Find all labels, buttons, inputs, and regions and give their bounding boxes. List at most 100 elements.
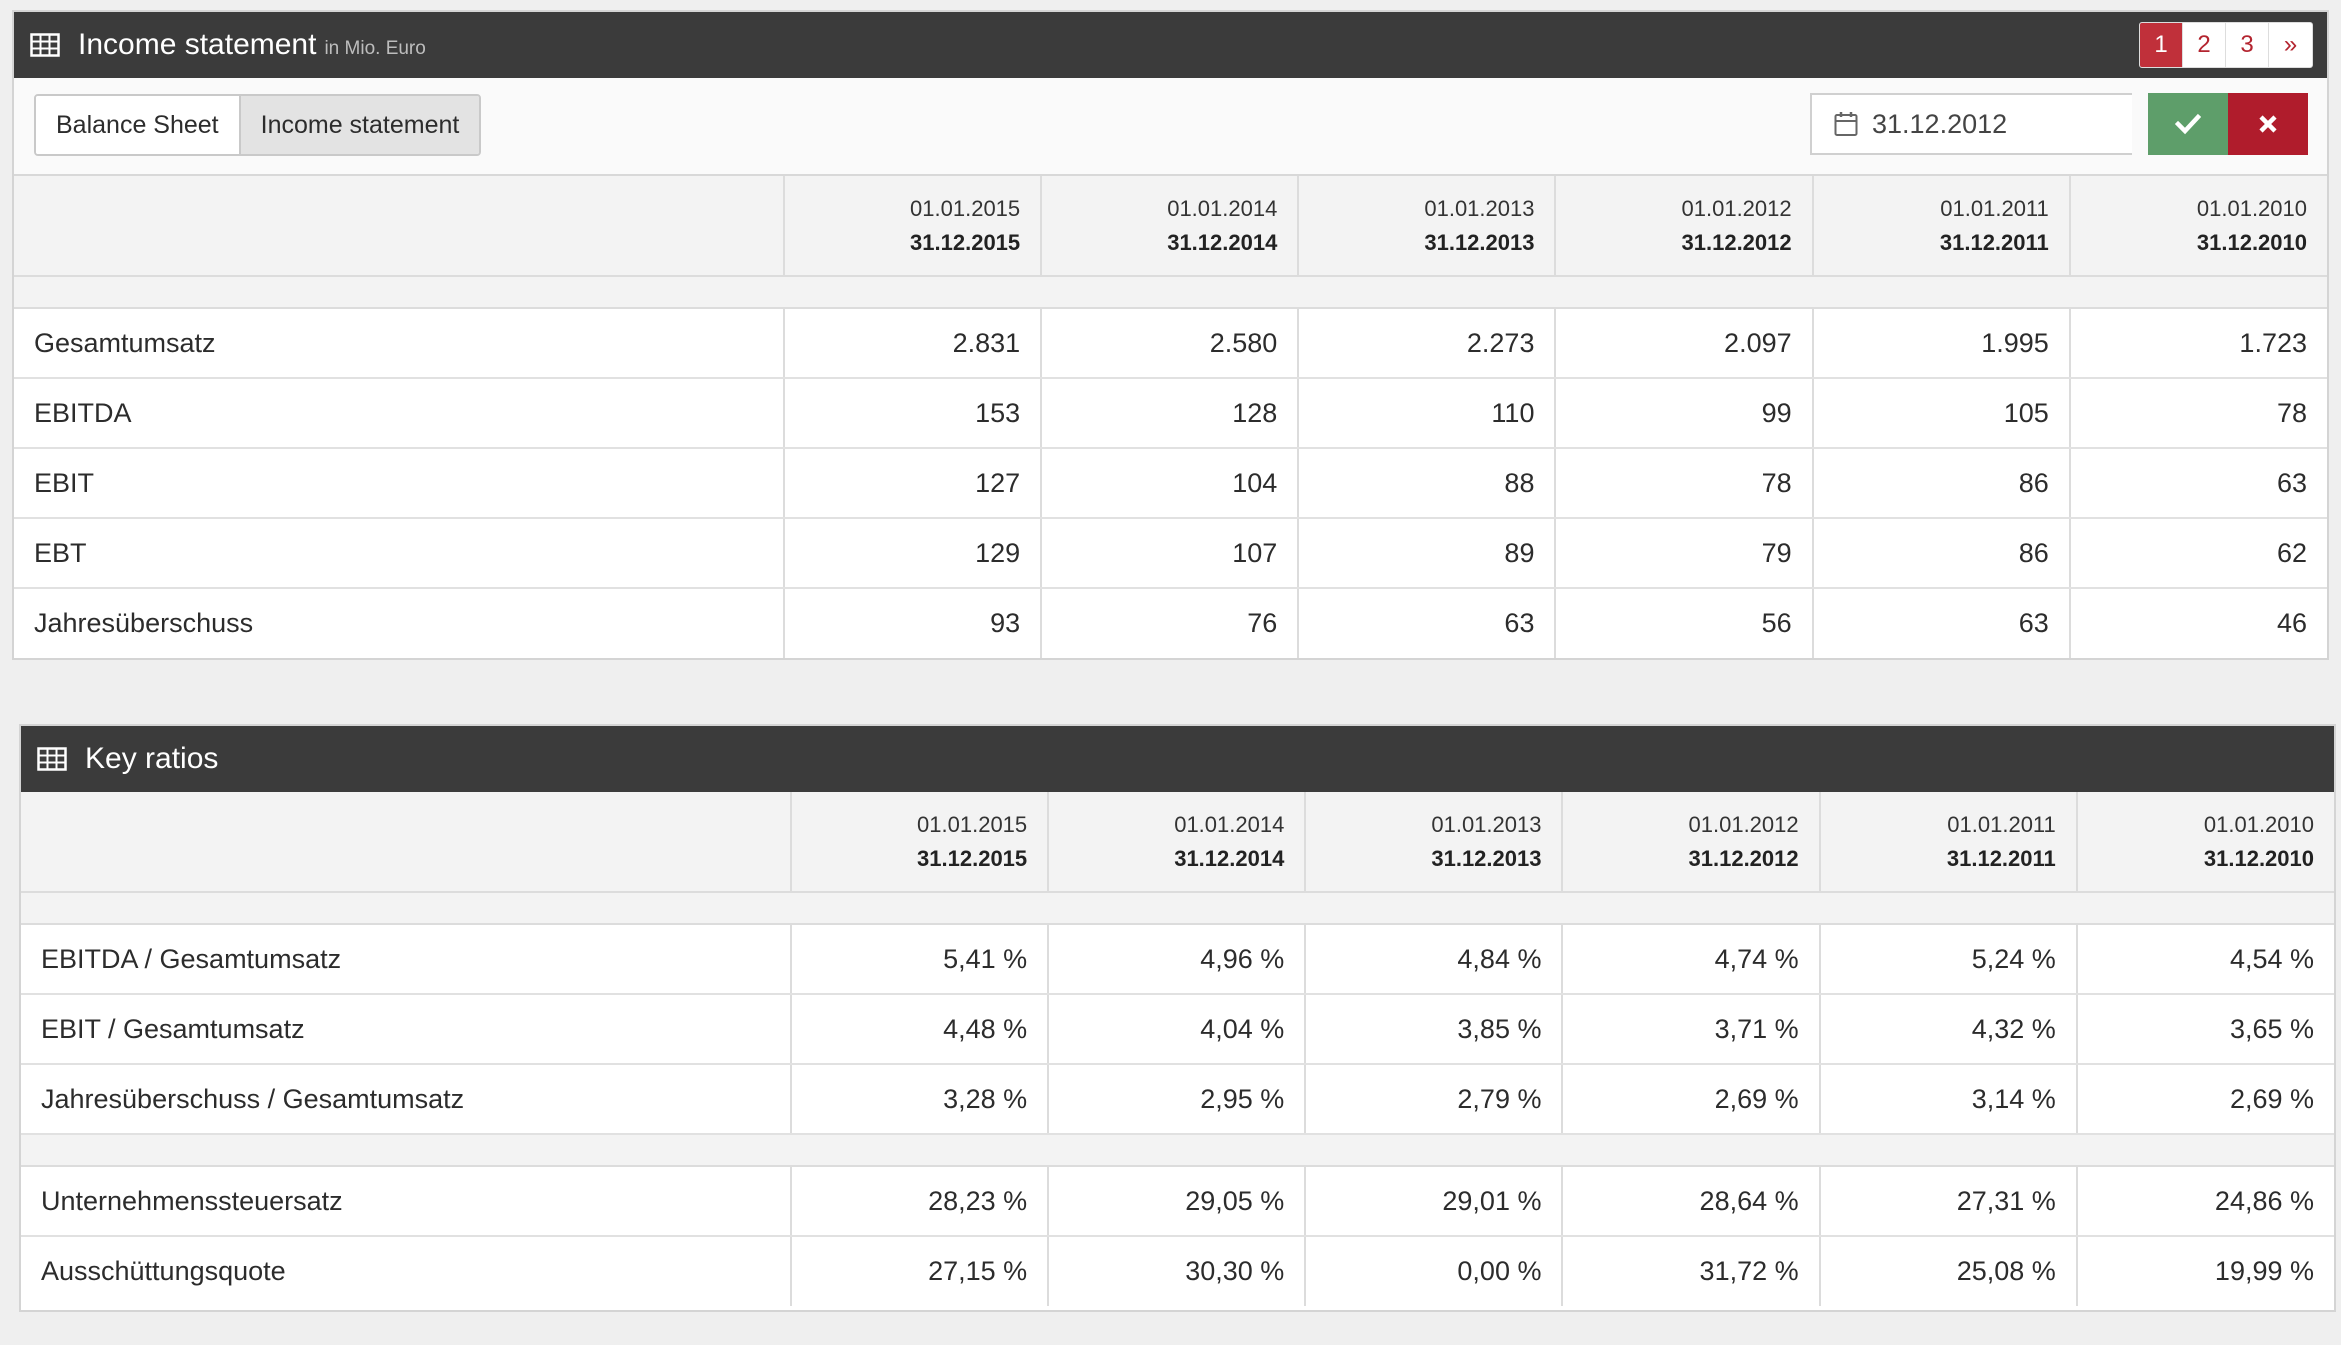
- page-2-button[interactable]: 2: [2183, 23, 2226, 67]
- row-label: EBIT: [14, 448, 784, 519]
- table-cell: 27,31 %: [1818, 1166, 2077, 1237]
- table-cell: 127: [782, 448, 1042, 519]
- table-cell: 4,04 %: [1047, 994, 1306, 1065]
- next-page-button[interactable]: »: [2283, 31, 2298, 58]
- spacer-row: [14, 276, 2327, 309]
- table-cell: 19,99 %: [2075, 1236, 2334, 1306]
- statement-type-toggle: Balance Sheet Income statement: [34, 94, 482, 156]
- table-cell: 4,32 %: [1818, 994, 2077, 1065]
- table-cell: 0,00 %: [1304, 1236, 1563, 1306]
- table-row: Jahresüberschuss / Gesamtumsatz 3,28 % 2…: [21, 1064, 2334, 1135]
- income-statement-table: 01.01.2015 31.12.2015 01.01.2014 31.12.201…: [14, 176, 2327, 658]
- table-grid-icon: [37, 747, 67, 771]
- table-cell: 2.273: [1297, 308, 1556, 379]
- table-cell: 28,23 %: [789, 1166, 1049, 1237]
- header-label-cell: [21, 792, 791, 893]
- table-row: Ausschüttungsquote 27,15 % 30,30 % 0,00 …: [21, 1236, 2334, 1306]
- table-cell: 2,69 %: [1561, 1064, 1820, 1135]
- table-cell: 78: [1554, 448, 1813, 519]
- table-cell: 128: [1040, 378, 1299, 449]
- period-header: 01.01.2012 31.12.2012: [1561, 792, 1820, 893]
- unit-label: in Mio. Euro: [324, 38, 426, 59]
- date-field[interactable]: [1810, 93, 2132, 155]
- page-1-button[interactable]: 1: [2140, 23, 2183, 67]
- period-header: 01.01.2013 31.12.2013: [1304, 792, 1563, 893]
- table-cell: 2,79 %: [1304, 1064, 1563, 1135]
- table-cell: 2.831: [782, 308, 1042, 379]
- table-cell: 89: [1297, 518, 1556, 589]
- period-header-row: 01.01.2015 31.12.2015 01.01.2014 31.12.201…: [14, 176, 2327, 277]
- table-cell: 5,41 %: [789, 924, 1049, 995]
- table-cell: 153: [782, 378, 1042, 449]
- period-header: 01.01.2012 31.12.2012: [1554, 176, 1813, 277]
- table-cell: 2,69 %: [2075, 1064, 2334, 1135]
- row-label: EBITDA / Gesamtumsatz: [21, 924, 791, 995]
- table-cell: 2.097: [1554, 308, 1813, 379]
- row-label: EBITDA: [14, 378, 784, 449]
- page-3-button[interactable]: 3: [2226, 23, 2269, 67]
- cancel-button[interactable]: [2228, 93, 2308, 155]
- panel-title: Key ratios: [85, 742, 219, 775]
- table-cell: 24,86 %: [2075, 1166, 2334, 1237]
- table-cell: 4,96 %: [1047, 924, 1306, 995]
- table-cell: 4,48 %: [789, 994, 1049, 1065]
- table-cell: 1.723: [2068, 308, 2327, 379]
- table-cell: 25,08 %: [1818, 1236, 2077, 1306]
- key-ratios-panel: Key ratios 01.01.2015 31.12.2015 01.01.20…: [19, 724, 2336, 1312]
- table-cell: 2.580: [1040, 308, 1299, 379]
- table-cell: 86: [1811, 448, 2070, 519]
- table-row: EBT 129 107 89 79 86 62: [14, 518, 2327, 589]
- period-header: 01.01.2010 31.12.2010: [2075, 792, 2334, 893]
- income-statement-header: Income statement in Mio. Euro 1 2 3 »: [14, 12, 2327, 78]
- key-ratios-header: Key ratios: [21, 726, 2334, 792]
- spacer-row: [21, 892, 2334, 925]
- table-cell: 3,65 %: [2075, 994, 2334, 1065]
- period-header: 01.01.2010 31.12.2010: [2068, 176, 2327, 277]
- income-statement-button[interactable]: Income statement: [238, 96, 480, 154]
- table-row: EBITDA 153 128 110 99 105 78: [14, 378, 2327, 449]
- row-label: EBIT / Gesamtumsatz: [21, 994, 791, 1065]
- table-row: Gesamtumsatz 2.831 2.580 2.273 2.097 1.9…: [14, 308, 2327, 379]
- table-cell: 28,64 %: [1561, 1166, 1820, 1237]
- period-header: 01.01.2014 31.12.2014: [1047, 792, 1306, 893]
- table-cell: 2,95 %: [1047, 1064, 1306, 1135]
- table-cell: 56: [1554, 588, 1813, 658]
- table-cell: 105: [1811, 378, 2070, 449]
- spacer-row: [21, 1134, 2334, 1167]
- period-header: 01.01.2011 31.12.2011: [1818, 792, 2077, 893]
- table-row: Unternehmenssteuersatz 28,23 % 29,05 % 2…: [21, 1166, 2334, 1237]
- row-label: Jahresüberschuss / Gesamtumsatz: [21, 1064, 791, 1135]
- table-cell: 3,71 %: [1561, 994, 1820, 1065]
- period-header: 01.01.2015 31.12.2015: [789, 792, 1049, 893]
- table-cell: 79: [1554, 518, 1813, 589]
- row-label: EBT: [14, 518, 784, 589]
- table-grid-icon: [30, 33, 60, 57]
- date-input[interactable]: [1872, 108, 2112, 140]
- period-header: 01.01.2015 31.12.2015: [782, 176, 1042, 277]
- table-cell: 63: [1811, 588, 2070, 658]
- row-label: Gesamtumsatz: [14, 308, 784, 379]
- period-header: 01.01.2014 31.12.2014: [1040, 176, 1299, 277]
- table-cell: 78: [2068, 378, 2327, 449]
- confirm-button[interactable]: [2148, 93, 2228, 155]
- table-cell: 46: [2068, 588, 2327, 658]
- table-cell: 4,84 %: [1304, 924, 1563, 995]
- row-label: Jahresüberschuss: [34, 608, 254, 638]
- balance-sheet-button[interactable]: Balance Sheet: [36, 96, 239, 154]
- table-cell: 4,74 %: [1561, 924, 1820, 995]
- table-cell: 107: [1040, 518, 1299, 589]
- table-row: EBIT 127 104 88 78 86 63: [14, 448, 2327, 519]
- table-cell: 93: [782, 588, 1042, 658]
- pagination: 1 2 3 »: [2139, 22, 2313, 68]
- row-label: Ausschüttungsquote: [41, 1256, 286, 1286]
- close-icon: [2259, 115, 2277, 133]
- table-cell: 76: [1040, 588, 1299, 658]
- income-statement-panel: Income statement in Mio. Euro 1 2 3 » Ba…: [12, 10, 2329, 660]
- table-cell: 3,14 %: [1818, 1064, 2077, 1135]
- table-cell: 104: [1040, 448, 1299, 519]
- row-label: Unternehmenssteuersatz: [21, 1166, 791, 1237]
- table-cell: 3,85 %: [1304, 994, 1563, 1065]
- period-header: 01.01.2013 31.12.2013: [1297, 176, 1556, 277]
- table-row: Jahresüberschuss 93 76 63 56 63 46: [14, 588, 2327, 658]
- check-icon: [2175, 113, 2201, 135]
